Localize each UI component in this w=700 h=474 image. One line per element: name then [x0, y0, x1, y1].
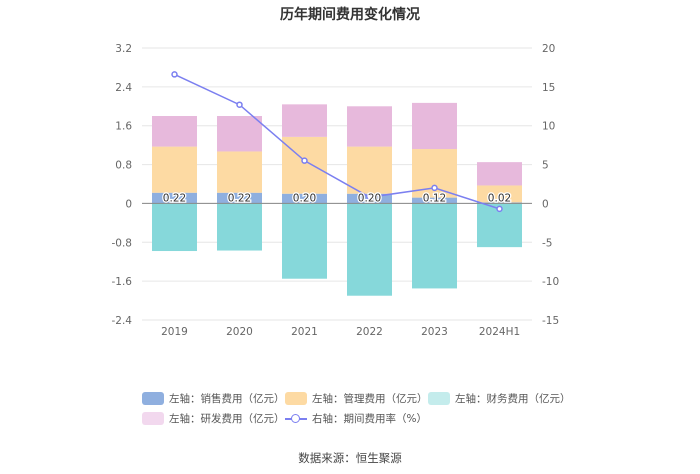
- data-label: 0.12: [423, 192, 446, 204]
- legend-item-rate[interactable]: 右轴：期间费用率（%）: [285, 411, 427, 426]
- bar-segment: [347, 106, 392, 147]
- rate-line: [174, 73, 500, 210]
- bar-segment: [282, 193, 327, 204]
- right-tick-label: 0: [542, 198, 549, 210]
- data-label: 0.20: [358, 192, 381, 204]
- bar-segment: [412, 102, 457, 150]
- x-tick-label: 2024H1: [479, 326, 520, 338]
- data-source: 数据来源：恒生聚源: [298, 451, 402, 465]
- right-tick-label: 20: [542, 43, 555, 55]
- left-tick-label: 1.6: [115, 121, 132, 133]
- x-tick-label: 2020: [226, 326, 253, 338]
- bar-segment: [282, 104, 327, 137]
- legend-item-rnd[interactable]: 左轴：研发费用（亿元）: [142, 411, 285, 426]
- right-tick-label: 10: [542, 121, 555, 133]
- bar-segment: [217, 151, 262, 193]
- left-tick-label: 0.8: [115, 160, 132, 172]
- bar-segment: [477, 162, 522, 186]
- legend-swatch-sales: [142, 392, 164, 405]
- chart-plot: 3.2 20 2.4 15 1.6 10 0.8 5 0 0 -0.8 -5 -1.6 -10 -2.4 -1…: [112, 43, 560, 338]
- rate-point: [366, 193, 373, 201]
- right-tick-label: -5: [542, 237, 552, 249]
- left-tick-label: -2.4: [112, 315, 133, 327]
- bar-segment: [217, 203, 262, 251]
- chart-title: 历年期间费用变化情况: [280, 7, 420, 23]
- bar-segment: [152, 116, 197, 147]
- right-tick-label: 15: [542, 82, 555, 94]
- data-label: 0.02: [488, 192, 511, 204]
- right-tick-label: -10: [542, 276, 559, 288]
- bar-segment: [282, 203, 327, 279]
- rate-point: [496, 205, 503, 213]
- rate-point: [431, 184, 438, 192]
- bar-segment: [217, 116, 262, 152]
- data-label: 0.22: [228, 192, 251, 204]
- rate-point: [236, 101, 243, 108]
- data-label: 0.22: [163, 192, 186, 204]
- x-tick-label: 2022: [356, 326, 383, 338]
- right-tick-label: -15: [542, 315, 559, 327]
- x-tick-label: 2019: [161, 326, 188, 338]
- left-tick-label: 0: [125, 198, 132, 210]
- legend-swatch-mgmt: [285, 392, 307, 405]
- right-tick-label: 5: [542, 160, 549, 172]
- bar-segment: [152, 192, 197, 204]
- bar-segment: [152, 146, 197, 193]
- bar-segment: [152, 203, 197, 252]
- legend-label-finance: 左轴：财务费用（亿元）: [455, 393, 571, 405]
- left-tick-label: -0.8: [112, 237, 133, 249]
- left-tick-label: 2.4: [115, 82, 132, 94]
- bar-segment: [477, 185, 522, 203]
- legend-swatch-finance: [428, 392, 450, 405]
- left-tick-label: -1.6: [112, 276, 133, 288]
- legend-item-sales[interactable]: 左轴：销售费用（亿元）: [142, 391, 285, 406]
- legend-swatch-rnd: [142, 412, 164, 425]
- left-tick-label: 3.2: [115, 43, 132, 55]
- rate-point: [171, 71, 178, 78]
- legend-label-rate: 右轴：期间费用率（%）: [312, 413, 427, 425]
- rate-point: [301, 157, 308, 164]
- legend-label-rnd: 左轴：研发费用（亿元）: [169, 413, 285, 425]
- x-tick-label: 2023: [421, 326, 448, 338]
- legend-line-icon: [285, 412, 307, 425]
- bar-segment: [347, 203, 392, 296]
- bar-segment: [282, 136, 327, 194]
- x-tick-label: 2021: [291, 326, 318, 338]
- legend-item-finance[interactable]: 左轴：财务费用（亿元）: [428, 391, 571, 406]
- bar-segment: [347, 146, 392, 194]
- bar-segment: [412, 197, 457, 204]
- legend-label-mgmt: 左轴：管理费用（亿元）: [312, 393, 428, 405]
- chart-legend: 左轴：销售费用（亿元） 左轴：管理费用（亿元） 左轴：财务费用（亿元） 左轴：研…: [0, 386, 700, 426]
- legend-item-mgmt[interactable]: 左轴：管理费用（亿元）: [285, 391, 428, 406]
- bar-segment: [412, 203, 457, 289]
- data-label: 0.20: [293, 192, 316, 204]
- legend-label-sales: 左轴：销售费用（亿元）: [169, 393, 285, 405]
- bar-segment: [217, 192, 262, 204]
